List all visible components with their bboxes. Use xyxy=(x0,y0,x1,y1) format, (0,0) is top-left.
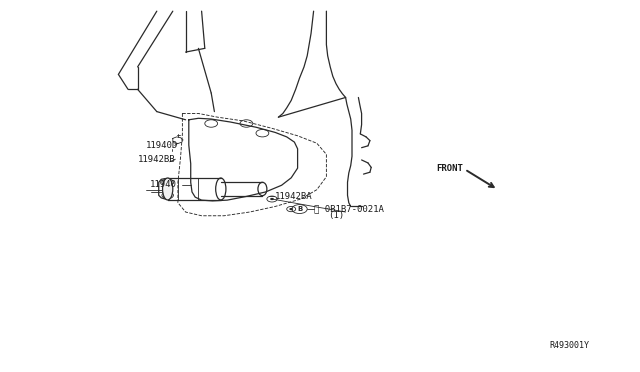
Text: FRONT: FRONT xyxy=(436,164,463,173)
Text: 11940D: 11940D xyxy=(146,141,178,150)
Circle shape xyxy=(289,208,293,210)
Ellipse shape xyxy=(163,178,173,200)
Text: R493001Y: R493001Y xyxy=(549,341,589,350)
Text: (1): (1) xyxy=(328,211,344,220)
Text: Ⓑ 0B1B7-0021A: Ⓑ 0B1B7-0021A xyxy=(314,205,383,214)
Circle shape xyxy=(166,194,170,196)
Circle shape xyxy=(166,181,170,183)
Circle shape xyxy=(270,198,274,200)
Text: B: B xyxy=(297,206,302,212)
Text: 11940: 11940 xyxy=(150,180,177,189)
Text: 11942BB: 11942BB xyxy=(138,155,175,164)
Text: 11942BA: 11942BA xyxy=(275,192,313,201)
